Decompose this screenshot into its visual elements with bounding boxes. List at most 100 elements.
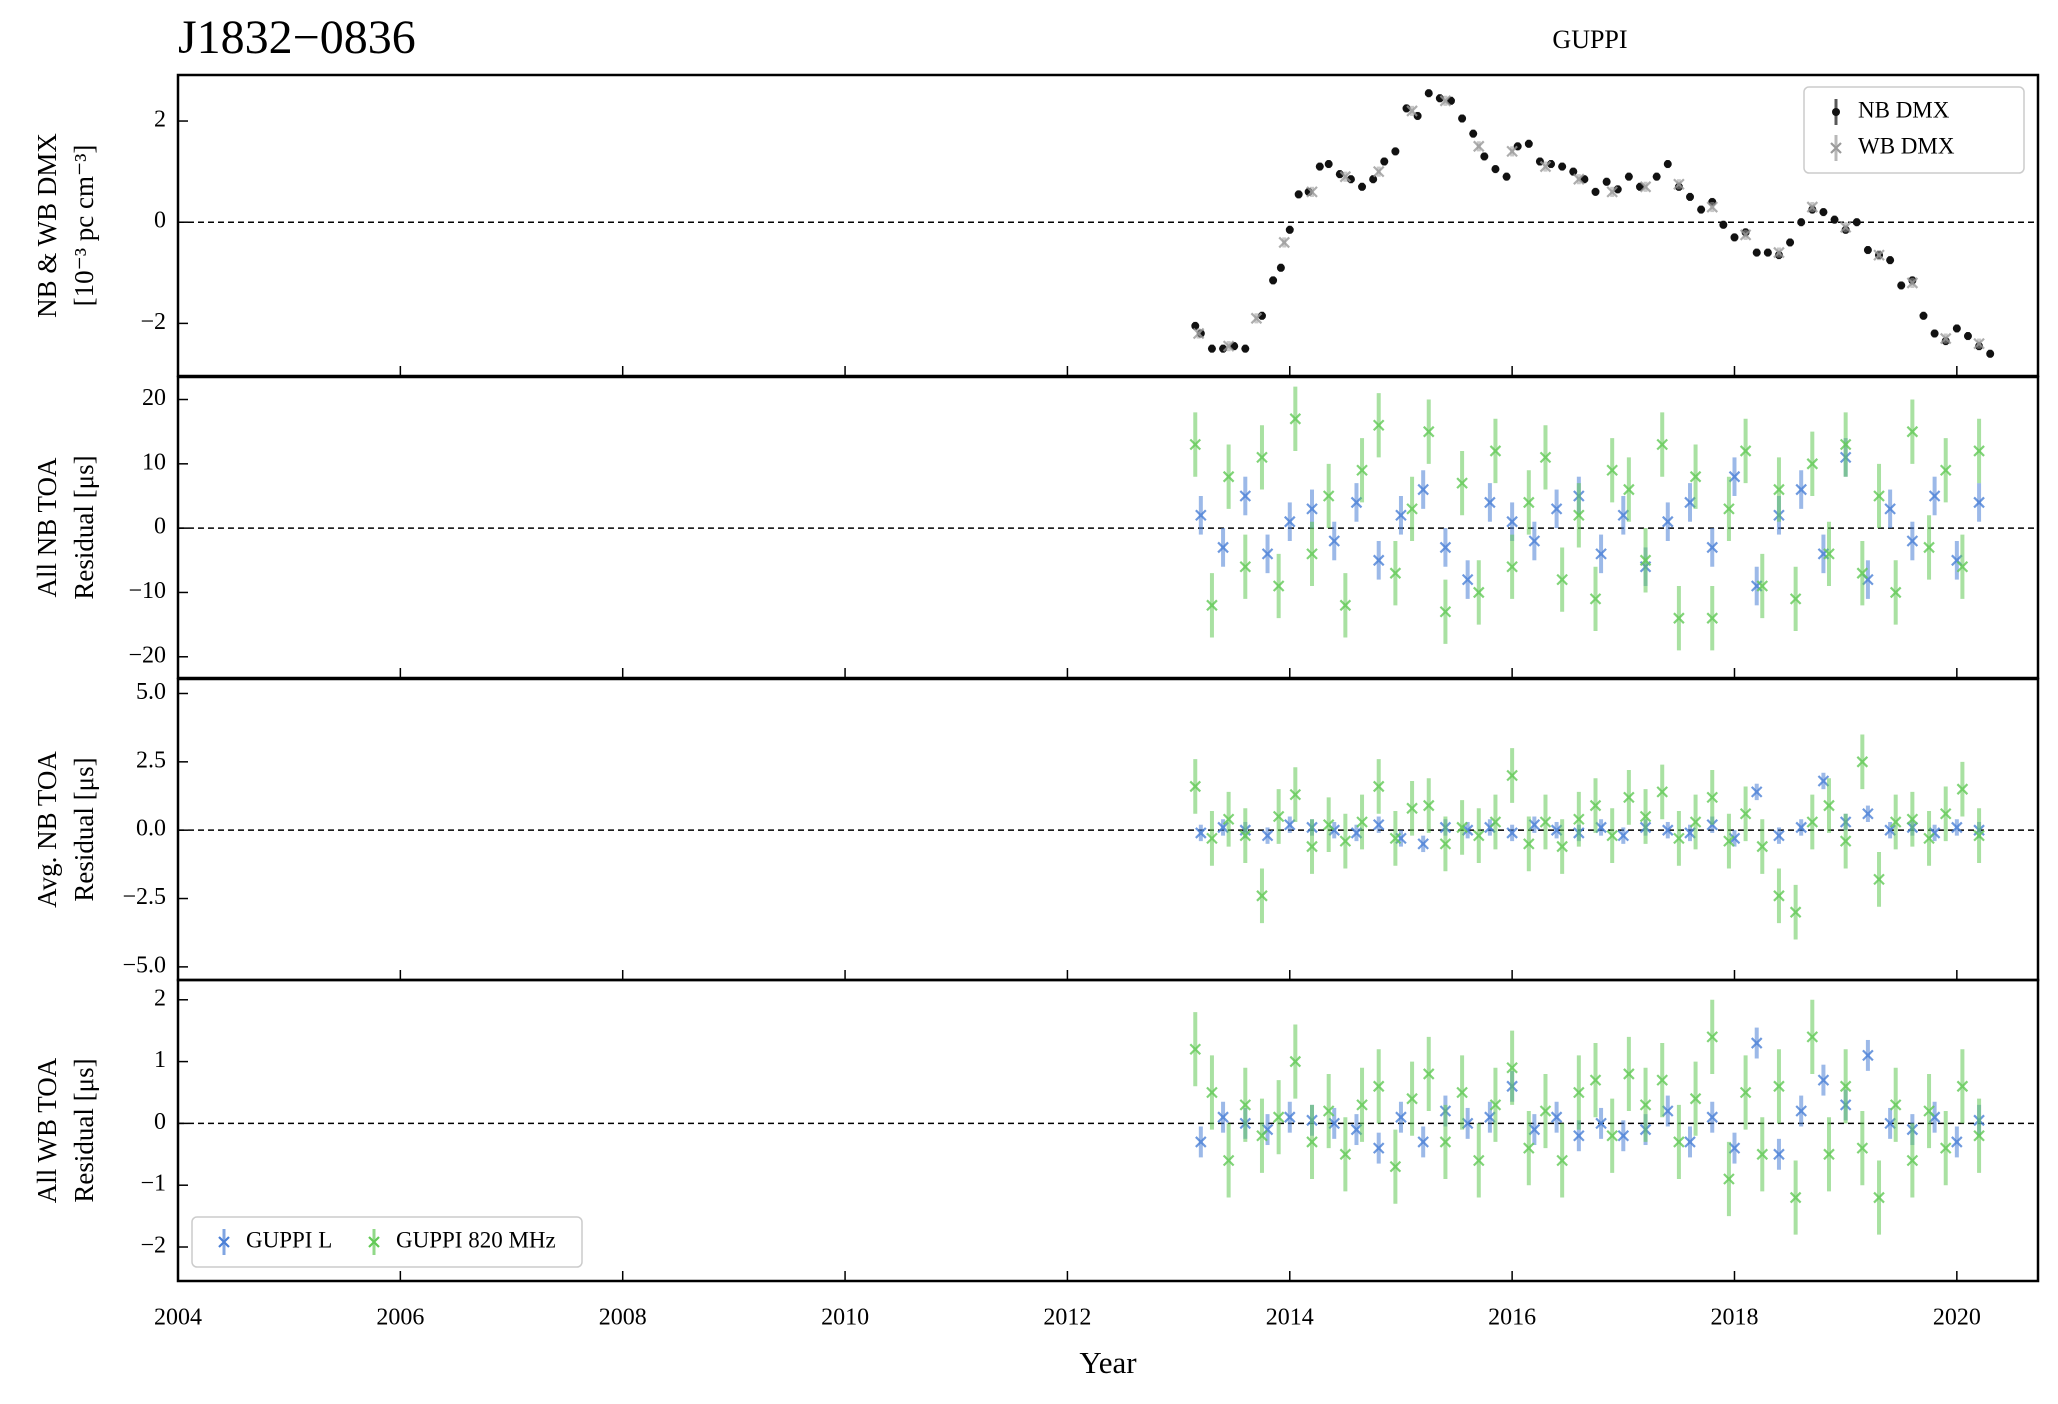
point: [1369, 175, 1378, 184]
point: [1839, 835, 1852, 847]
y-tick-label: −1: [140, 1171, 166, 1197]
point: [1673, 1136, 1685, 1148]
point: [1686, 192, 1695, 201]
point: [1222, 1154, 1235, 1167]
point: [1272, 580, 1285, 592]
point: [1639, 1099, 1652, 1111]
y-axis-label: Residual [μs]: [69, 1058, 99, 1202]
point: [1617, 509, 1630, 522]
point: [1506, 769, 1518, 782]
point: [1322, 818, 1335, 831]
point: [1602, 177, 1611, 186]
point: [1639, 810, 1652, 823]
point: [1395, 1111, 1407, 1123]
point: [1589, 1074, 1602, 1086]
point: [1284, 1111, 1296, 1123]
point: [1389, 832, 1402, 845]
y-tick-label: −2: [140, 309, 166, 335]
point: [1884, 503, 1896, 515]
x-tick-label: 2008: [599, 1305, 647, 1331]
point: [1873, 873, 1885, 886]
point: [1919, 311, 1928, 320]
legend: NB DMX WB DMX: [1803, 86, 2025, 174]
point: [1489, 816, 1502, 828]
point: [1706, 1111, 1719, 1123]
y-tick-label: 2.5: [136, 747, 166, 773]
point: [1684, 827, 1696, 839]
point: [1952, 324, 1961, 333]
point: [1789, 1191, 1802, 1204]
point: [1380, 157, 1389, 166]
point: [1886, 256, 1895, 265]
legend-label: GUPPI L: [246, 1227, 332, 1252]
point: [1256, 1129, 1268, 1142]
point: [1261, 548, 1274, 560]
point: [1617, 1129, 1630, 1142]
point: [1573, 1086, 1585, 1099]
point: [1839, 1080, 1852, 1093]
point: [1356, 464, 1368, 477]
point: [1750, 786, 1763, 798]
point: [1817, 1074, 1830, 1086]
point: [1706, 612, 1719, 624]
legend-swatch: [218, 1236, 230, 1248]
point: [1372, 780, 1385, 793]
point: [1923, 541, 1935, 554]
point: [1524, 139, 1533, 148]
point: [1192, 327, 1205, 340]
point: [1656, 438, 1668, 451]
point: [1806, 816, 1819, 828]
point: [1806, 458, 1819, 470]
point: [1656, 1074, 1668, 1086]
plot-area: [1191, 89, 1995, 358]
y-axis-label: All NB TOA: [32, 457, 62, 598]
point: [1930, 329, 1939, 338]
point: [1439, 95, 1452, 107]
point: [1189, 1043, 1202, 1055]
point: [1756, 580, 1769, 592]
legend-label: NB DMX: [1858, 97, 1950, 122]
point: [1862, 808, 1874, 820]
y-tick-label: −20: [128, 642, 166, 668]
point: [1773, 483, 1785, 496]
point: [1635, 182, 1644, 191]
point: [1306, 1136, 1318, 1148]
point: [1261, 829, 1274, 842]
point: [1763, 248, 1772, 257]
point: [1424, 89, 1433, 98]
point: [1789, 906, 1802, 918]
point: [1328, 1117, 1341, 1130]
y-tick-label: 20: [142, 385, 166, 411]
point: [1706, 1031, 1719, 1043]
point: [1852, 218, 1861, 227]
point: [1239, 490, 1252, 502]
x-tick-label: 2010: [821, 1305, 869, 1331]
y-axis-label: NB & WB DMX: [32, 133, 62, 318]
point: [1728, 1142, 1741, 1154]
point: [1439, 1136, 1452, 1148]
point: [1484, 1111, 1496, 1123]
point: [1786, 238, 1795, 247]
x-tick-label: 2006: [376, 1305, 424, 1331]
point: [1689, 470, 1702, 483]
point: [1439, 541, 1452, 554]
point: [1528, 818, 1541, 831]
point: [1289, 413, 1302, 425]
y-tick-label: −5.0: [122, 952, 166, 978]
point: [1923, 832, 1935, 845]
point: [1206, 599, 1218, 612]
legend-label: WB DMX: [1858, 133, 1955, 158]
point: [1372, 818, 1385, 831]
point: [1550, 1111, 1563, 1123]
point: [1706, 201, 1719, 213]
point: [1573, 813, 1585, 826]
x-tick-label: 2020: [1933, 1305, 1981, 1331]
point: [1461, 1117, 1474, 1130]
point: [1506, 145, 1518, 158]
point: [1773, 1148, 1785, 1161]
point: [1863, 246, 1872, 255]
y-axis-label: Residual [μs]: [69, 455, 99, 599]
point: [1856, 756, 1869, 768]
point: [1973, 1129, 1985, 1142]
point: [1372, 1142, 1385, 1154]
